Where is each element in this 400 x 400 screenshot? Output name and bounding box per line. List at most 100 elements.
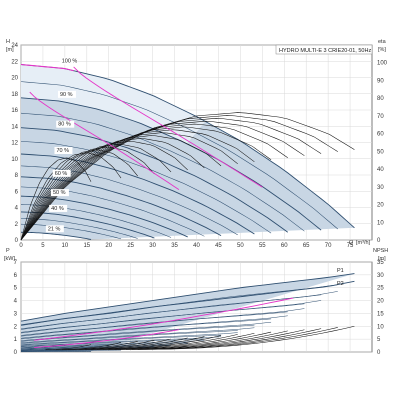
power-axis-ticks: 0 1 2 3 4 5 6 7 <box>14 260 18 356</box>
head-tick-label: 22 <box>11 59 18 65</box>
efficiency-curve <box>20 118 322 241</box>
flow-tick-label: 35 <box>171 243 178 249</box>
npsh-tick-label: 10 <box>377 324 384 330</box>
head-tick-label: 4 <box>15 206 19 212</box>
flow-tick-label: 60 <box>281 243 288 249</box>
efficiency-axis-symbol: eta <box>378 39 387 45</box>
p1-curve <box>20 334 222 346</box>
npsh-tick-label: 15 <box>377 311 384 317</box>
head-axis-symbol: H <box>6 39 10 45</box>
power-axis-unit: [kW] <box>4 256 15 262</box>
p1-label: P1 <box>337 268 344 274</box>
head-tick-label: 12 <box>11 141 18 147</box>
head-tick-label: 6 <box>15 189 19 195</box>
npsh-tick-label: 25 <box>377 286 384 292</box>
head-curve <box>20 218 138 239</box>
speed-label-bg <box>52 169 71 177</box>
p2-curve <box>20 321 272 341</box>
power-tick-label: 4 <box>14 299 18 305</box>
flow-tick-label: 75 <box>347 243 354 249</box>
p1-curve <box>20 303 305 334</box>
head-tick-label: 20 <box>11 76 18 82</box>
flow-tick-label: 5 <box>41 243 45 249</box>
speed-label: 21 % <box>48 226 61 232</box>
head-curve <box>20 165 238 236</box>
head-curve <box>20 231 92 240</box>
flow-tick-label: 45 <box>215 243 222 249</box>
speed-label: 50 % <box>53 190 66 196</box>
efficiency-tick-label: 100 <box>377 61 388 67</box>
speed-label: 100 % <box>62 59 78 65</box>
head-curve <box>20 127 289 233</box>
efficiency-tick-label: 60 <box>377 132 384 138</box>
limit-curve <box>29 91 180 191</box>
npsh-axis-unit: [m] <box>378 256 386 262</box>
npsh-curve <box>56 342 122 350</box>
flow-axis-ticks: 0 5 10 15 20 25 30 35 40 45 50 55 60 65 70 75 <box>19 243 354 249</box>
speed-label-bg <box>54 147 73 155</box>
power-tick-label: 5 <box>14 286 18 292</box>
efficiency-curve <box>20 157 92 241</box>
head-tick-label: 2 <box>15 222 19 228</box>
p1-curve <box>20 346 155 351</box>
head-tick-label: 24 <box>11 43 18 49</box>
flow-tick-label: 30 <box>149 243 156 249</box>
power-tick-label: 6 <box>14 273 18 279</box>
p1-curve <box>20 311 288 337</box>
limit-curve-100 <box>20 63 74 72</box>
efficiency-curve <box>20 132 238 241</box>
speed-label: 40 % <box>51 206 64 212</box>
efficiency-curve <box>20 126 272 241</box>
efficiency-tick-label: 0 <box>377 238 381 244</box>
efficiency-curves <box>20 112 355 241</box>
npsh-tick-label: 35 <box>377 260 384 266</box>
flow-tick-label: 55 <box>259 243 266 249</box>
p1-curve <box>20 273 355 322</box>
power-curves <box>20 273 355 352</box>
head-tick-label: 0 <box>15 238 19 244</box>
flow-tick-label: 65 <box>303 243 310 249</box>
power-limit-curve <box>34 297 294 341</box>
p2-curve <box>20 327 255 343</box>
npsh-tick-label: 0 <box>377 350 381 356</box>
power-tick-label: 3 <box>14 311 18 317</box>
flow-tick-label: 70 <box>325 243 332 249</box>
power-tick-label: 7 <box>14 260 18 266</box>
efficiency-curve <box>20 123 288 241</box>
speed-labels: 100 % 90 % 80 % 70 % 60 % 50 % 40 % 21 % <box>45 57 78 233</box>
head-curve <box>20 97 322 231</box>
head-curve <box>20 195 188 238</box>
head-tick-label: 18 <box>11 92 18 98</box>
p2-curve <box>20 315 288 339</box>
p2-curve <box>20 349 122 352</box>
efficiency-axis-unit: [%] <box>378 47 386 53</box>
power-limit-curves <box>34 297 294 349</box>
p1-curve <box>20 341 188 349</box>
npsh-axis-ticks: 0 5 10 15 20 25 30 35 <box>377 260 384 356</box>
operating-envelope-highlight <box>21 64 206 144</box>
npsh-curve <box>45 344 92 350</box>
speed-label: 90 % <box>60 92 73 98</box>
p1-curve <box>20 324 255 342</box>
flow-tick-label: 15 <box>83 243 90 249</box>
head-curve <box>20 223 122 240</box>
efficiency-curve <box>20 120 305 241</box>
power-tick-label: 2 <box>14 324 18 330</box>
chart-title-box <box>275 44 373 55</box>
p1-curve <box>20 318 272 340</box>
flow-tick-label: 10 <box>62 243 69 249</box>
npsh-axis-symbol: NPSH <box>373 248 388 254</box>
p1-curve <box>20 338 205 348</box>
head-curve <box>20 176 222 237</box>
npsh-tick-label: 20 <box>377 299 384 305</box>
head-axis-unit: [m] <box>6 47 14 53</box>
efficiency-tick-label: 30 <box>377 185 384 191</box>
limit-curve <box>73 66 263 188</box>
efficiency-curve <box>20 135 222 241</box>
efficiency-tick-label: 50 <box>377 149 384 155</box>
head-tick-label: 10 <box>11 157 18 163</box>
speed-label: 80 % <box>58 122 71 128</box>
